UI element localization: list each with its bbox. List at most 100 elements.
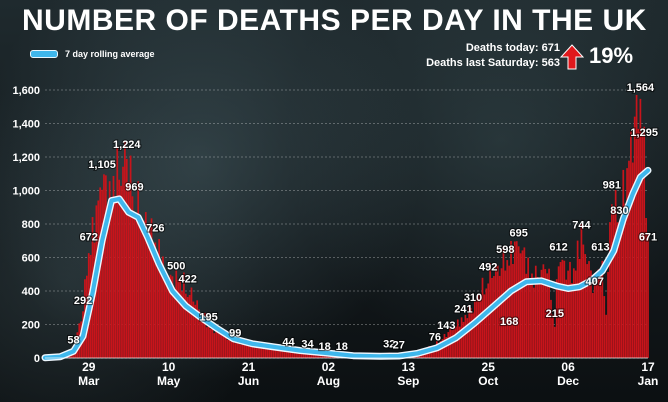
daily-deaths-bar [148, 227, 151, 358]
x-tick-day-label: 10 [162, 360, 176, 374]
daily-deaths-bar [323, 354, 326, 358]
daily-deaths-bar [555, 279, 558, 358]
daily-deaths-bar [572, 268, 575, 358]
data-label: 612 [549, 241, 567, 253]
daily-deaths-bar [544, 269, 547, 358]
daily-deaths-bar [150, 218, 153, 358]
daily-deaths-bar [534, 265, 537, 358]
daily-deaths-bar [260, 346, 263, 358]
daily-deaths-bar [580, 224, 583, 358]
data-label: 671 [639, 232, 657, 244]
data-label: 27 [393, 339, 405, 351]
daily-deaths-bar [124, 141, 126, 358]
daily-deaths-bar [637, 128, 640, 358]
daily-deaths-bar [563, 260, 566, 358]
daily-deaths-bar [622, 169, 625, 358]
daily-deaths-bar [226, 339, 229, 358]
daily-deaths-bar [245, 344, 248, 358]
daily-deaths-bar [599, 270, 602, 358]
daily-deaths-bar [209, 328, 212, 358]
daily-deaths-bar [120, 185, 122, 358]
stat-deaths-last-saturday: Deaths last Saturday: 563 [426, 56, 560, 71]
daily-deaths-bar [217, 329, 219, 358]
x-tick-day-label: 02 [322, 360, 336, 374]
data-label: 34 [301, 338, 314, 350]
daily-deaths-bar [455, 326, 457, 358]
daily-deaths-bar [624, 203, 627, 358]
daily-deaths-bar [129, 155, 132, 358]
daily-deaths-bar [300, 351, 303, 358]
daily-deaths-bar [472, 312, 474, 358]
daily-deaths-bar [118, 179, 121, 358]
daily-deaths-bar [253, 346, 256, 358]
y-tick-label: 1,600 [12, 85, 40, 97]
stat-deaths-today-value: 671 [541, 42, 560, 54]
data-label: 422 [178, 273, 196, 285]
daily-deaths-bar [508, 265, 510, 358]
daily-deaths-bar [255, 346, 257, 358]
daily-deaths-bar [517, 246, 520, 358]
daily-deaths-bar [601, 260, 604, 358]
daily-deaths-bar [314, 353, 316, 358]
daily-deaths-bar [304, 352, 307, 358]
daily-deaths-bar [519, 253, 522, 358]
y-tick-label: 0 [34, 353, 40, 365]
daily-deaths-bar [175, 270, 178, 358]
daily-deaths-bar [137, 181, 140, 358]
daily-deaths-bar [451, 330, 453, 358]
x-tick-month-label: Aug [317, 374, 340, 388]
data-label: 969 [125, 182, 143, 194]
y-tick-label: 600 [22, 253, 40, 265]
daily-deaths-bar [319, 354, 322, 358]
data-label: 1,564 [627, 82, 655, 94]
daily-deaths-bar [494, 263, 497, 358]
daily-deaths-bar [540, 269, 543, 358]
daily-deaths-bar [504, 270, 507, 358]
data-label: 500 [167, 260, 185, 272]
daily-deaths-bar [588, 261, 590, 358]
daily-deaths-bar [542, 264, 545, 358]
daily-deaths-bar [190, 287, 193, 358]
y-tick-label: 800 [22, 219, 40, 231]
daily-deaths-bar [203, 312, 206, 358]
daily-deaths-bar [243, 343, 246, 358]
data-label: 143 [437, 320, 455, 332]
daily-deaths-bar [236, 339, 238, 358]
daily-deaths-bar [270, 346, 273, 358]
daily-deaths-bar [247, 345, 250, 358]
daily-deaths-bar [607, 271, 609, 358]
daily-deaths-bar [133, 214, 136, 358]
daily-deaths-bar [207, 326, 210, 358]
daily-deaths-bar [611, 204, 613, 358]
daily-deaths-bar [171, 276, 174, 358]
daily-deaths-bar [285, 350, 288, 358]
daily-deaths-bar [569, 261, 571, 358]
y-tick-label: 1,000 [12, 186, 40, 198]
rolling-average-line-outline [41, 166, 652, 362]
daily-deaths-bar [188, 294, 191, 358]
daily-deaths-bar [464, 314, 467, 358]
daily-deaths-bar [183, 272, 185, 358]
daily-deaths-bar [631, 162, 634, 358]
daily-deaths-bar [618, 237, 621, 358]
stat-deaths-today: Deaths today: 671 [426, 41, 560, 56]
daily-deaths-bar [515, 241, 518, 358]
daily-deaths-bar [521, 250, 524, 358]
data-label: 1,295 [630, 127, 658, 139]
data-label: 58 [67, 334, 79, 346]
daily-deaths-bar [249, 342, 252, 358]
daily-deaths-bar [620, 224, 623, 358]
data-label: 241 [454, 304, 472, 316]
daily-deaths-bar [221, 334, 223, 358]
daily-deaths-bar [177, 279, 180, 358]
daily-deaths-bar [241, 342, 244, 358]
daily-deaths-bar [462, 321, 465, 358]
daily-deaths-bar [316, 353, 318, 358]
x-tick-day-label: 06 [561, 360, 575, 374]
daily-deaths-bar [536, 276, 539, 358]
daily-deaths-bar [205, 327, 208, 358]
daily-deaths-bar [262, 346, 265, 358]
daily-deaths-bar [487, 283, 490, 358]
daily-deaths-bar [268, 347, 271, 358]
